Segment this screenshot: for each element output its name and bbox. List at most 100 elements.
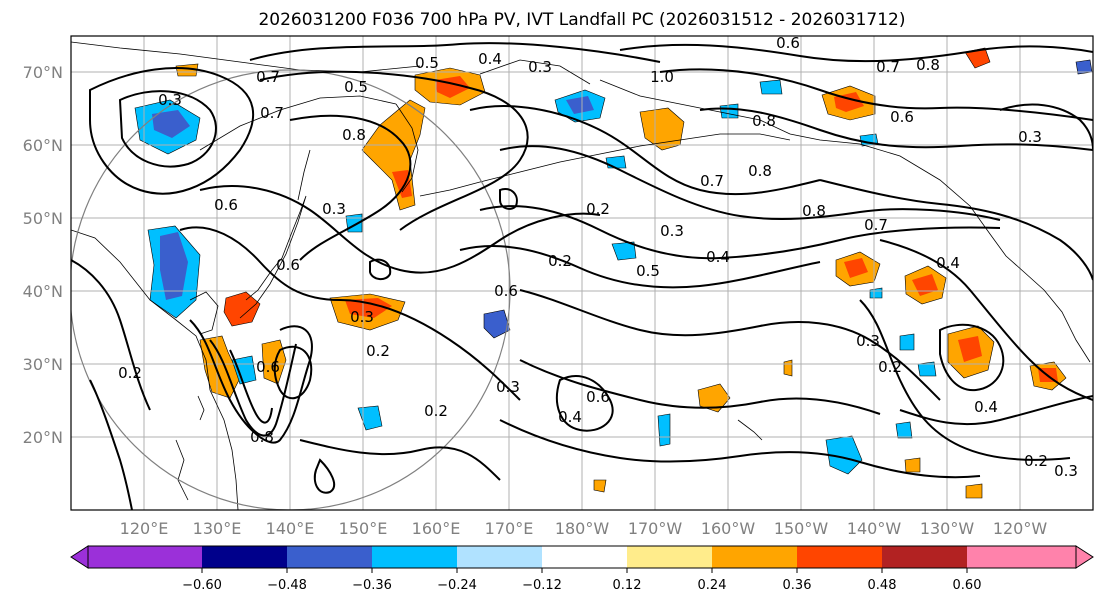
contour-label: 0.6	[214, 196, 238, 214]
lon-label: 120°E	[120, 519, 169, 538]
colorbar: −0.60 −0.48 −0.36 −0.24 −0.12 0.12 0.24 …	[70, 545, 1094, 593]
contour-label: 0.8	[752, 112, 776, 130]
range-circle	[71, 69, 511, 510]
coastline-okhotsk	[199, 95, 397, 151]
positive-anomaly	[904, 457, 921, 473]
contour-label: 0.7	[876, 58, 900, 76]
pv-contour	[179, 226, 521, 401]
lon-label: 140°W	[847, 519, 902, 538]
lat-label: 70°N	[23, 63, 63, 82]
pv-contour	[555, 375, 614, 432]
pv-contour	[499, 419, 981, 479]
map-panel: 0.5 0.4 0.3 0.6 1.0 0.7 0.8 0.3 0.7 0.5 …	[70, 34, 1094, 511]
negative-anomaly	[657, 413, 671, 447]
colorbar-label: −0.60	[182, 578, 222, 593]
contour-label: 0.7	[260, 104, 284, 122]
pv-contour	[519, 359, 881, 415]
negative-anomaly	[152, 110, 190, 138]
contour-label: 0.8	[250, 428, 274, 446]
contour-label: 0.2	[424, 402, 448, 420]
contour-label: 0.2	[1024, 452, 1048, 470]
colorbar-label: −0.12	[522, 578, 562, 593]
negative-anomaly	[605, 155, 627, 169]
map-frame	[70, 35, 1094, 511]
negative-anomaly	[899, 333, 915, 351]
contour-label: 0.6	[890, 108, 914, 126]
contour-label: 0.6	[256, 358, 280, 376]
lon-label: 160°E	[412, 519, 461, 538]
negative-anomaly	[719, 103, 739, 119]
lon-label: 150°W	[774, 519, 829, 538]
contour-label: 0.2	[878, 358, 902, 376]
contour-label: 0.5	[344, 78, 368, 96]
positive-anomaly	[345, 298, 392, 318]
colorbar-bin	[202, 546, 287, 568]
colorbar-label: −0.36	[352, 578, 392, 593]
lon-label: 140°E	[266, 519, 315, 538]
negative-anomaly	[231, 355, 257, 385]
contour-label: 0.2	[118, 364, 142, 382]
lon-label: 150°E	[339, 519, 388, 538]
pv-contour	[209, 339, 297, 437]
coastline-alaska	[599, 79, 1091, 363]
pv-contour	[259, 70, 529, 231]
negative-anomaly	[566, 96, 594, 114]
pv-contour	[71, 259, 151, 411]
lat-label: 50°N	[23, 209, 63, 228]
contour-label: 0.6	[776, 34, 800, 52]
pv-contour	[229, 349, 273, 424]
contour-labels: 0.5 0.4 0.3 0.6 1.0 0.7 0.8 0.3 0.7 0.5 …	[118, 34, 1078, 480]
latitude-axis: 70°N 60°N 50°N 40°N 30°N 20°N	[23, 63, 63, 447]
lon-label: 170°E	[485, 519, 534, 538]
colorbar-bin	[712, 546, 797, 568]
contour-label: 0.3	[158, 91, 182, 109]
contour-label: 0.8	[748, 162, 772, 180]
colorbar-label: 0.48	[868, 578, 897, 593]
colorbar-extend-low	[70, 545, 89, 569]
contour-label: 0.3	[350, 308, 374, 326]
graticule	[71, 36, 1093, 510]
negative-anomaly	[895, 421, 913, 439]
coastline-sakhalin	[297, 149, 311, 201]
pv-contour	[469, 105, 821, 196]
contour-label: 0.8	[802, 202, 826, 220]
contour-label: 0.3	[660, 222, 684, 240]
contour-label: 0.3	[856, 332, 880, 350]
coastline-korea	[189, 291, 219, 335]
pv-contour	[369, 258, 392, 280]
lat-label: 20°N	[23, 428, 63, 447]
contour-label: 0.7	[700, 172, 724, 190]
colorbar-label: 0.24	[698, 578, 727, 593]
colorbar-label: −0.48	[267, 578, 307, 593]
coastline-east-asia	[71, 229, 239, 510]
colorbar-bin	[287, 546, 372, 568]
positive-anomaly	[844, 258, 868, 278]
contour-label: 0.2	[366, 342, 390, 360]
negative-anomaly	[483, 309, 511, 339]
contour-label: 0.4	[974, 398, 998, 416]
pv-contour	[89, 379, 133, 510]
contour-label: 0.3	[496, 378, 520, 396]
contour-label: 0.5	[415, 54, 439, 72]
pv-contour	[659, 68, 1093, 121]
pv-contour	[499, 188, 518, 210]
colorbar-bin	[372, 546, 457, 568]
colorbar-bin	[797, 546, 882, 568]
contour-label: 0.3	[528, 58, 552, 76]
lon-label: 170°W	[628, 519, 683, 538]
colorbar-bin	[542, 546, 627, 568]
contour-label: 0.2	[586, 200, 610, 218]
contour-label: 0.8	[342, 126, 366, 144]
contour-label: 0.4	[936, 254, 960, 272]
contour-label: 0.3	[1054, 462, 1078, 480]
pv-contour	[819, 179, 1093, 281]
colorbar-bin	[457, 546, 542, 568]
pv-contour	[999, 103, 1093, 151]
pv-contour	[118, 90, 217, 168]
contour-label: 0.3	[1018, 128, 1042, 146]
colorbar-label: 0.36	[783, 578, 812, 593]
positive-anomaly	[958, 336, 982, 362]
longitude-axis: 120°E 130°E 140°E 150°E 160°E 170°E 180°…	[120, 519, 1048, 538]
pv-contour	[89, 67, 254, 195]
